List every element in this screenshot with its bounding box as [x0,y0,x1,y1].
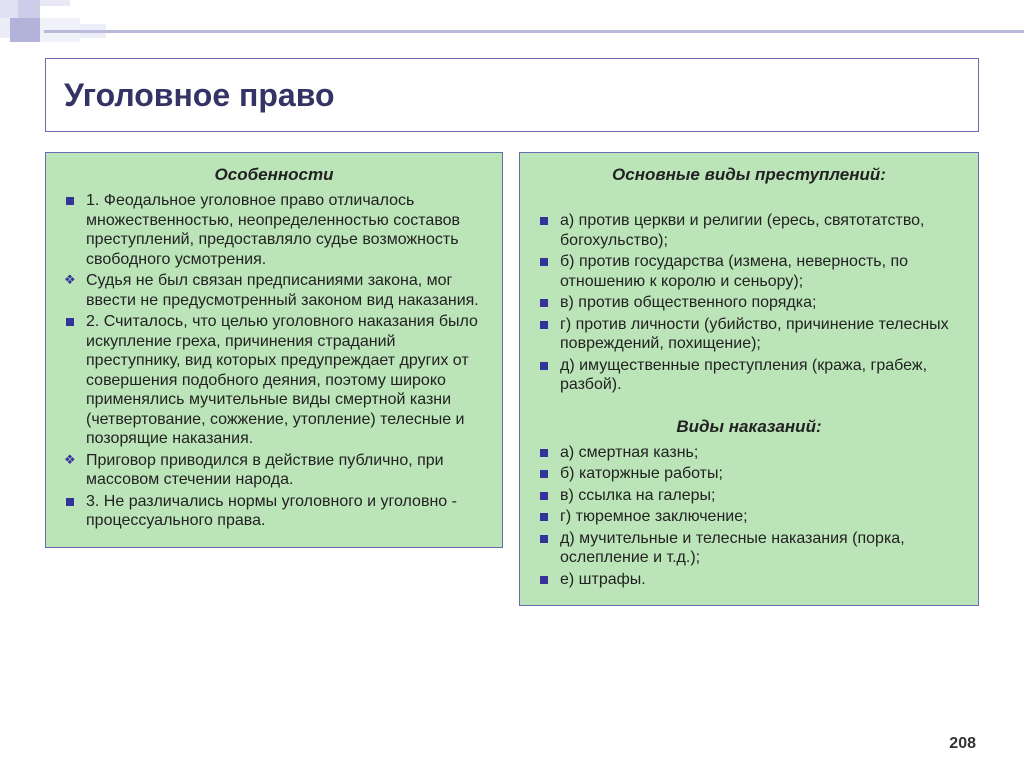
list-item-text: д) имущественные преступления (кража, гр… [560,357,927,394]
list-item: г) тюремное заключение; [532,507,966,527]
left-heading: Особенности [58,165,490,185]
list-item: 2. Считалось, что целью уголовного наказ… [58,312,490,449]
spacer [532,191,966,209]
list-item-text: д) мучительные и телесные наказания (пор… [560,530,905,567]
list-item: в) против общественного порядка; [532,293,966,313]
square-bullet-icon [540,217,548,225]
list-item: д) мучительные и телесные наказания (пор… [532,529,966,568]
list-item: 3. Не различались нормы уголовного и уго… [58,492,490,531]
right-list-1: а) против церкви и религии (ересь, свято… [532,211,966,395]
list-item-text: б) против государства (измена, неверност… [560,253,908,290]
square-bullet-icon [540,513,548,521]
list-item-text: 2. Считалось, что целью уголовного наказ… [86,313,478,447]
list-item: а) смертная казнь; [532,443,966,463]
right-panel: Основные виды преступлений: а) против це… [519,152,979,606]
list-item-text: 1. Феодальное уголовное право отличалось… [86,192,460,268]
list-item-text: а) против церкви и религии (ересь, свято… [560,212,925,249]
square-bullet-icon [540,535,548,543]
list-item: в) ссылка на галеры; [532,486,966,506]
square-bullet-icon [540,449,548,457]
square-bullet-icon [66,498,74,506]
square-bullet-icon [540,492,548,500]
square-bullet-icon [540,299,548,307]
spacer [532,397,966,415]
list-item-text: г) против личности (убийство, причинение… [560,316,949,353]
list-item: ❖ Судья не был связан предписаниями закон… [58,271,490,310]
list-item-text: г) тюремное заключение; [560,508,748,525]
page-number: 208 [949,735,976,753]
square-bullet-icon [540,258,548,266]
content-columns: Особенности 1. Феодальное уголовное прав… [45,152,979,606]
right-heading-1: Основные виды преступлений: [532,165,966,185]
square-bullet-icon [540,470,548,478]
title-box: Уголовное право [45,58,979,132]
list-item: 1. Феодальное уголовное право отличалось… [58,191,490,269]
right-heading-2: Виды наказаний: [532,417,966,437]
list-item: б) против государства (измена, неверност… [532,252,966,291]
diamond-bullet-icon: ❖ [64,274,76,286]
square-bullet-icon [66,318,74,326]
list-item: е) штрафы. [532,570,966,590]
list-item: д) имущественные преступления (кража, гр… [532,356,966,395]
list-item: а) против церкви и религии (ересь, свято… [532,211,966,250]
square-bullet-icon [66,197,74,205]
diamond-bullet-icon: ❖ [64,454,76,466]
slide-title: Уголовное право [64,77,335,114]
list-item: б) каторжные работы; [532,464,966,484]
left-list: 1. Феодальное уголовное право отличалось… [58,191,490,531]
list-item-text: б) каторжные работы; [560,465,723,482]
list-item-text: в) против общественного порядка; [560,294,816,311]
list-item-text: Судья не был связан предписаниями закона… [86,272,479,309]
list-item-text: а) смертная казнь; [560,444,698,461]
list-item-text: 3. Не различались нормы уголовного и уго… [86,493,457,530]
list-item-text: в) ссылка на галеры; [560,487,715,504]
square-bullet-icon [540,362,548,370]
corner-decoration [0,0,1024,42]
list-item-text: Приговор приводился в действие публично,… [86,452,444,489]
right-list-2: а) смертная казнь; б) каторжные работы; в)… [532,443,966,590]
left-panel: Особенности 1. Феодальное уголовное прав… [45,152,503,548]
list-item: ❖ Приговор приводился в действие публично… [58,451,490,490]
list-item-text: е) штрафы. [560,571,646,588]
square-bullet-icon [540,576,548,584]
square-bullet-icon [540,321,548,329]
list-item: г) против личности (убийство, причинение… [532,315,966,354]
